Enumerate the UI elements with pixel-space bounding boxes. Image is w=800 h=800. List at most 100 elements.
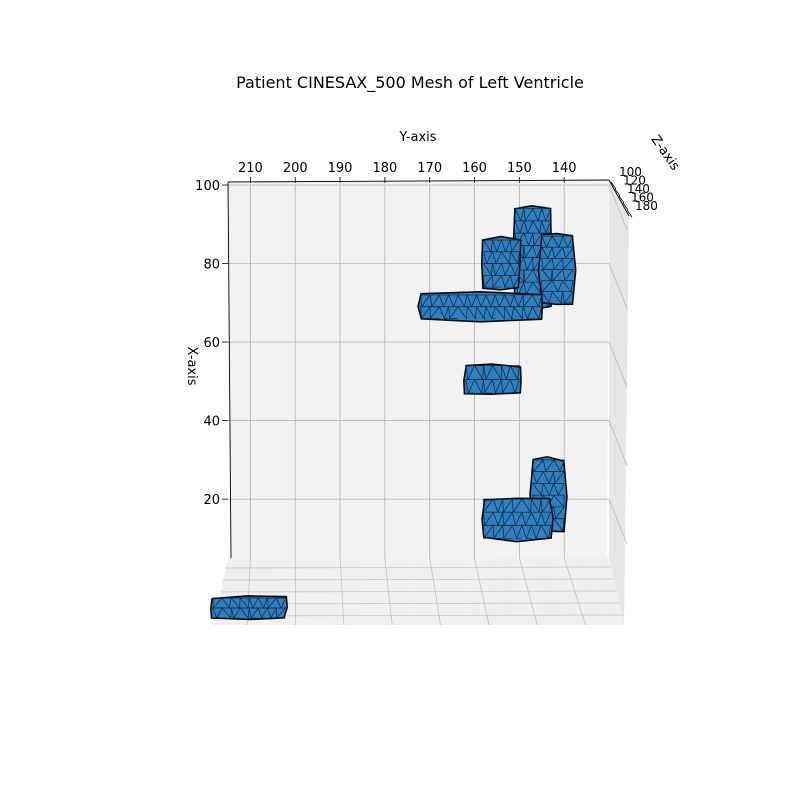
mesh-triangle (542, 483, 555, 497)
mesh-triangle (257, 597, 268, 609)
x-tick-label: 40 (203, 415, 220, 430)
mesh-triangle (212, 597, 223, 609)
mesh-triangle (230, 607, 241, 619)
side-gridline (608, 184, 628, 231)
z-tick-mark (622, 202, 629, 211)
mesh-triangle (492, 524, 504, 540)
x-axis-line (227, 181, 232, 559)
mesh-triangle (541, 235, 553, 248)
side-gridline (608, 263, 628, 309)
mesh-triangle (494, 306, 505, 320)
mesh-triangle (248, 607, 260, 619)
mesh-triangle (551, 257, 564, 271)
mesh-triangle (503, 294, 515, 308)
mesh-triangle (540, 511, 552, 527)
mesh-triangle (491, 239, 502, 253)
mesh-triangle (522, 306, 533, 320)
mesh-triangle (448, 294, 459, 308)
mesh-triangle (562, 246, 574, 260)
mesh-triangle (483, 511, 494, 527)
mesh-triangle (513, 294, 524, 308)
mesh-triangle (562, 235, 574, 248)
mesh-triangle (531, 306, 543, 320)
mesh-triangle (561, 280, 574, 293)
z-tick-label: 120 (623, 174, 646, 188)
mesh-triangle (532, 220, 543, 235)
x-axis-label: X-axis (184, 347, 199, 386)
mesh-triangle (466, 306, 477, 320)
mesh-triangle (513, 306, 524, 320)
mesh-triangle (553, 471, 565, 485)
mesh-triangle (541, 257, 553, 271)
mesh-triangle (522, 294, 534, 308)
mesh-triangle (275, 597, 287, 609)
floor-depth-line (225, 566, 612, 569)
z-tick-mark (626, 209, 633, 218)
mesh-triangle (532, 208, 543, 222)
lower-mesh-body (481, 497, 554, 543)
mesh-triangle (491, 251, 502, 265)
mesh-triangle (553, 506, 565, 520)
mesh-triangle (531, 524, 542, 540)
mesh-triangle (509, 274, 520, 289)
mesh-triangle (514, 208, 525, 222)
mesh-triangle (502, 524, 513, 540)
mesh-triangle (523, 257, 534, 271)
mesh-triangle (523, 245, 534, 259)
mesh-triangle (492, 511, 504, 527)
mesh-triangle (500, 274, 511, 289)
x-tick-label: 60 (203, 336, 220, 351)
mesh-triangle (429, 294, 441, 308)
mesh-triangle (483, 379, 494, 395)
mesh-triangle (457, 306, 468, 320)
upper-mesh (480, 235, 522, 291)
mesh-triangle (503, 306, 515, 320)
mesh-triangle (562, 269, 574, 282)
z-tick-mark (618, 195, 625, 204)
mesh-triangle (541, 280, 554, 293)
mesh-triangle (530, 498, 542, 514)
mesh-triangle (491, 365, 502, 381)
mesh-triangle (523, 269, 534, 284)
z-axis-line (608, 179, 630, 217)
mesh-triangle (500, 365, 511, 381)
upper-mesh-body (537, 232, 577, 306)
mesh-triangle (483, 251, 494, 265)
mesh-triangle (562, 291, 574, 304)
z-tick-label: 100 (619, 165, 642, 179)
mesh-triangle (420, 294, 431, 308)
floor-depth-line (219, 590, 618, 593)
mesh-triangle (492, 498, 504, 514)
y-tick-label: 170 (417, 161, 442, 176)
mesh-triangle (494, 294, 506, 308)
y-tick-label: 160 (462, 161, 487, 176)
y-axis-line (227, 179, 610, 183)
mesh-triangle (429, 306, 441, 320)
mesh-triangle (562, 257, 574, 271)
mesh-triangle (212, 607, 223, 619)
y-tick-label: 180 (372, 161, 397, 176)
floor-blob (210, 595, 289, 621)
mesh-triangle (510, 239, 521, 253)
side-gridline (608, 498, 628, 545)
mesh-triangle (511, 511, 523, 527)
mesh-triangle (523, 220, 534, 235)
mesh-triangle (553, 483, 565, 497)
mesh-triangle (553, 518, 565, 532)
mesh-triangle (509, 379, 520, 395)
upper-mesh (537, 232, 577, 306)
mesh-triangle (509, 365, 520, 381)
mesh-triangle (540, 524, 552, 540)
side-gridline (608, 420, 628, 466)
mesh-triangle (551, 235, 564, 248)
middle-blob (463, 363, 522, 396)
mesh-triangle (541, 220, 552, 235)
mesh-triangle (473, 379, 484, 395)
mesh-triangle (509, 263, 520, 277)
side-pane (609, 180, 629, 625)
mesh-triangle (492, 263, 502, 277)
side-gridline (608, 341, 628, 388)
mesh-triangle (541, 291, 553, 304)
z-axis-label: Z-axis (647, 133, 682, 174)
